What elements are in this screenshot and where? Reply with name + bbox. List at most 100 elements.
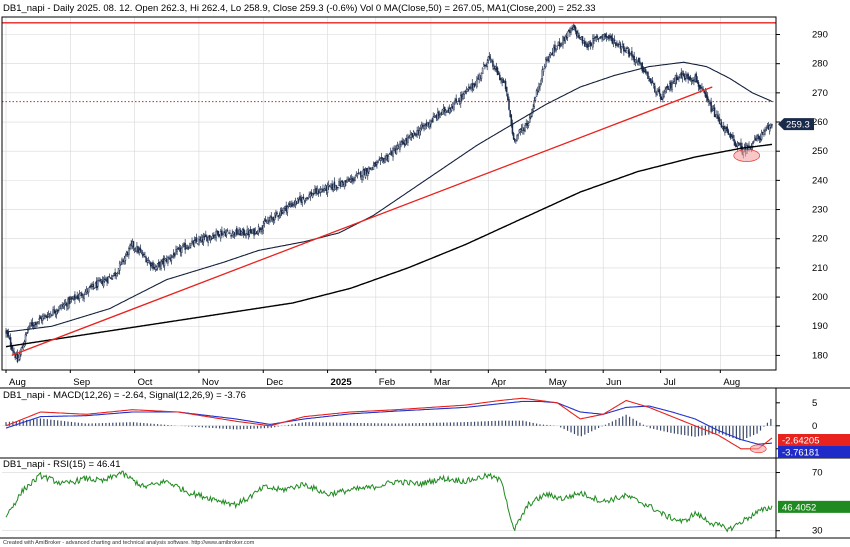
candle-body <box>184 243 186 250</box>
candle-body <box>279 210 282 216</box>
candle-body <box>603 34 606 37</box>
candle-body <box>680 72 683 77</box>
candle-body <box>478 74 480 80</box>
candle-body <box>477 77 479 80</box>
price-tick-label: 250 <box>812 146 828 157</box>
candle-body <box>426 121 429 127</box>
candle-body <box>420 124 423 128</box>
candle-body <box>159 261 161 268</box>
candle-body <box>78 293 81 300</box>
candle-body <box>692 80 694 82</box>
candle-body <box>716 114 718 119</box>
candle-body <box>313 193 315 195</box>
candle-body <box>385 155 387 160</box>
candle-body <box>338 181 340 187</box>
candle-body <box>271 218 274 220</box>
x-tick-label: Apr <box>491 377 506 388</box>
candle-body <box>470 83 472 89</box>
candle-body <box>356 173 359 177</box>
candle-body <box>370 167 372 170</box>
candle-body <box>262 225 264 231</box>
candle-body <box>655 92 657 95</box>
candle-body <box>501 80 503 83</box>
candle-body <box>539 84 541 88</box>
candle-body <box>27 329 29 333</box>
candle-body <box>237 233 239 235</box>
candle-body <box>257 226 260 234</box>
candle-body <box>321 189 323 192</box>
candle-body <box>381 158 384 160</box>
candle-body <box>511 123 514 134</box>
candle-body <box>325 185 328 192</box>
candle-body <box>112 274 114 277</box>
candle-body <box>107 276 109 284</box>
candle-body <box>31 322 34 326</box>
candle-body <box>683 75 686 80</box>
candle-body <box>584 41 586 47</box>
candle-body <box>764 129 766 132</box>
candle-body <box>77 296 80 299</box>
candle-body <box>497 73 500 75</box>
price-tick-label: 290 <box>812 30 828 41</box>
candle-body <box>92 284 95 288</box>
candle-body <box>759 137 762 140</box>
candle-body <box>530 116 532 118</box>
candle-body <box>295 201 298 204</box>
candle-body <box>357 172 360 174</box>
candle-body <box>30 322 33 325</box>
candle-body <box>50 313 52 317</box>
candle-body <box>450 107 453 111</box>
candle-body <box>19 353 21 360</box>
candle-body <box>33 321 36 325</box>
candle-body <box>348 178 351 181</box>
candle-body <box>454 100 456 105</box>
candle-body <box>39 316 42 319</box>
candle-body <box>354 177 356 182</box>
candle-body <box>87 287 90 293</box>
candle-body <box>161 260 163 262</box>
candle-body <box>132 241 135 248</box>
rsi-tick-label: 70 <box>812 468 823 479</box>
candle-body <box>487 56 490 61</box>
candle-body <box>97 280 99 287</box>
candle-body <box>187 247 190 249</box>
candle-body <box>372 165 375 170</box>
candle-body <box>401 140 403 143</box>
candle-body <box>160 261 162 270</box>
candle-body <box>735 144 738 147</box>
candle-body <box>74 294 76 300</box>
candle-body <box>179 247 182 253</box>
candle-body <box>762 131 764 134</box>
candle-body <box>309 193 312 198</box>
candle-body <box>177 248 180 250</box>
candle-body <box>86 290 89 293</box>
candle-body <box>79 292 82 296</box>
price-panel-title: DB1_napi - Daily 2025. 08. 12. Open 262.… <box>3 3 596 14</box>
candle-body <box>396 145 399 149</box>
candle-body <box>705 94 708 98</box>
candle-body <box>268 219 270 222</box>
candle-body <box>493 67 495 70</box>
candle-body <box>718 117 720 122</box>
candle-body <box>528 117 531 123</box>
candle-body <box>239 229 242 236</box>
candle-body <box>138 249 140 253</box>
candle-body <box>763 130 765 135</box>
candle-body <box>99 280 101 282</box>
candle-body <box>223 231 225 234</box>
candle-body <box>503 81 506 83</box>
candle-body <box>137 246 139 253</box>
candle-body <box>411 133 414 137</box>
candle-body <box>525 123 527 125</box>
candle-body <box>244 233 246 236</box>
candle-body <box>456 103 459 105</box>
candle-body <box>388 153 391 155</box>
candle-body <box>404 139 407 145</box>
candle-body <box>364 170 367 178</box>
candle-body <box>224 233 227 237</box>
candle-body <box>434 115 437 118</box>
candle-body <box>145 257 147 263</box>
candle-body <box>157 262 160 264</box>
candle-body <box>128 247 130 256</box>
candle-body <box>131 241 134 247</box>
